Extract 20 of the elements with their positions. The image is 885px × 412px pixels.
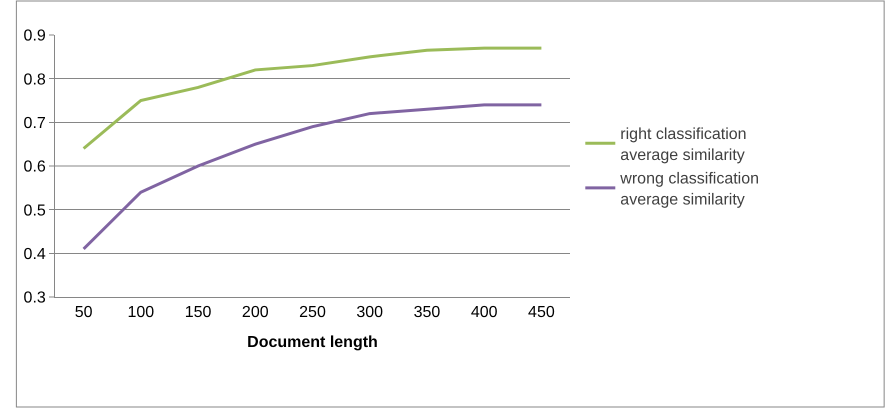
x-tick-label: 150 xyxy=(184,304,212,322)
x-tick-label: 250 xyxy=(299,304,326,322)
x-tick-label: 200 xyxy=(242,304,269,322)
y-tick-label: 0.3 xyxy=(24,290,46,307)
y-tick-label: 0.7 xyxy=(24,114,46,132)
line-series xyxy=(82,103,543,250)
x-tick-label: 100 xyxy=(127,304,154,322)
y-tick-label: 0.5 xyxy=(24,202,46,220)
x-tick-label: 400 xyxy=(470,304,498,322)
line-series xyxy=(82,46,543,150)
x-axis-title: Document length xyxy=(247,334,378,351)
x-tick-label: 450 xyxy=(528,304,555,322)
y-tick-label: 0.6 xyxy=(24,158,46,176)
y-tick-label: 0.8 xyxy=(24,71,46,88)
y-tick-label: 0.4 xyxy=(24,246,46,263)
legend-label: wrong classification average similarity xyxy=(619,170,760,209)
y-tick-label: 0.9 xyxy=(24,28,46,45)
x-tick-label: 50 xyxy=(74,304,93,322)
x-tick-label: 350 xyxy=(414,304,440,322)
x-tick-label: 300 xyxy=(356,304,384,322)
